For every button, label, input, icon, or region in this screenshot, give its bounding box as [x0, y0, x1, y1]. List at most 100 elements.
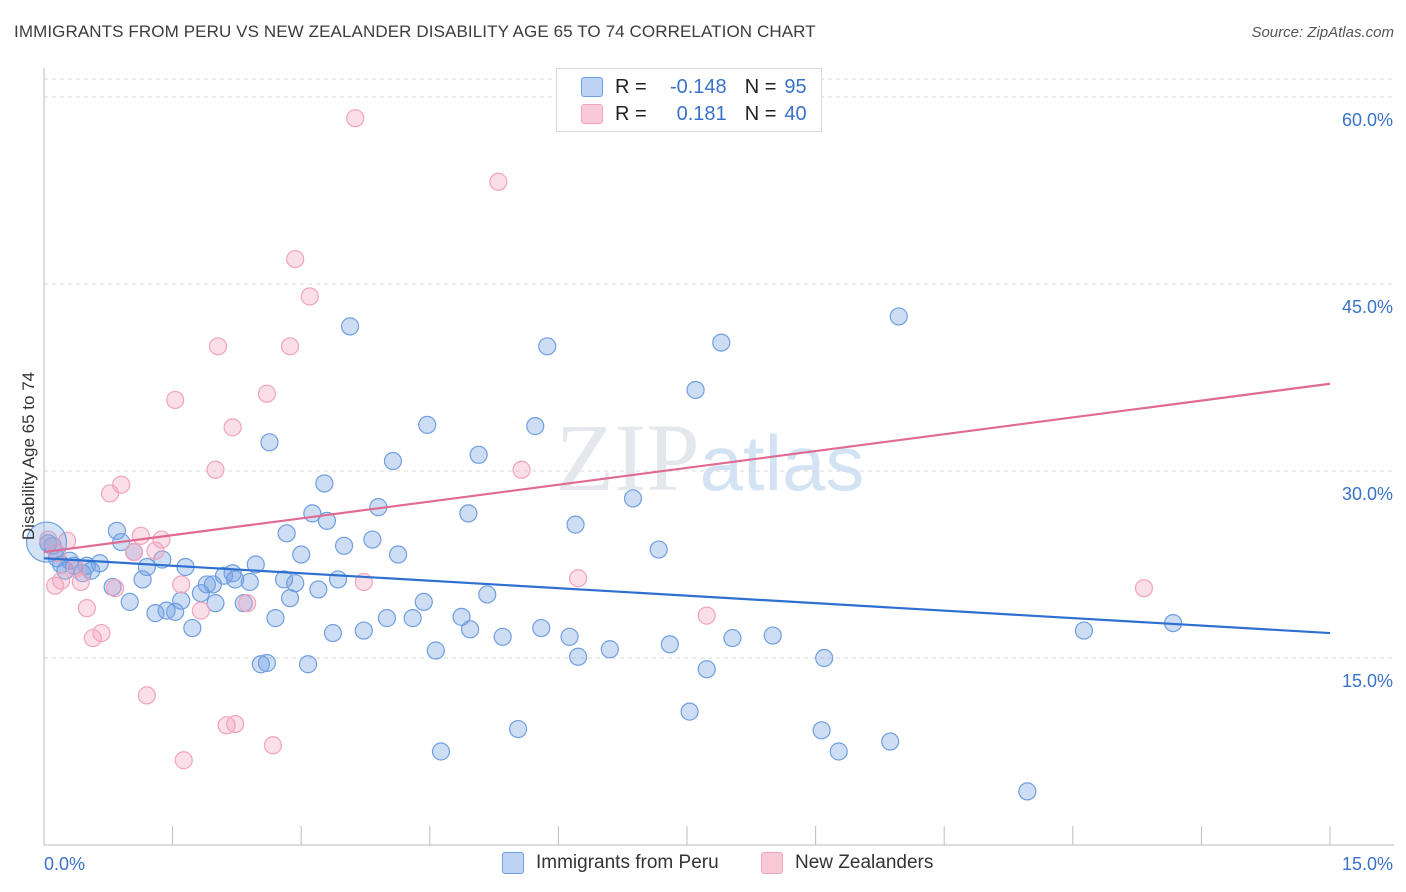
legend-item-peru[interactable]: Immigrants from Peru: [502, 852, 719, 874]
peru-point: [723, 628, 742, 648]
peru-point: [251, 655, 271, 674]
nz-point: [346, 109, 365, 128]
nz-point: [46, 576, 65, 595]
nz-point: [152, 530, 171, 549]
nz-point: [71, 572, 90, 592]
peru-point: [206, 594, 225, 613]
peru-point: [172, 591, 191, 610]
peru-point: [712, 333, 731, 352]
peru-point: [403, 609, 422, 628]
x-tick-label: 0.0%: [44, 854, 85, 874]
peru-point: [460, 620, 480, 639]
peru-point: [388, 545, 408, 564]
peru-point: [309, 580, 328, 599]
r-label: R =: [615, 75, 647, 98]
nz-point: [569, 569, 588, 588]
peru-point: [197, 575, 216, 594]
watermark: ZIPatlas: [556, 404, 865, 511]
legend-item-nz[interactable]: New Zealanders: [761, 852, 933, 874]
peru-point: [315, 474, 334, 493]
peru-point: [363, 530, 382, 549]
peru-point: [292, 545, 311, 564]
nz-point: [223, 418, 242, 437]
peru-point: [560, 627, 579, 646]
axes: [43, 68, 1394, 846]
peru-point: [623, 489, 643, 508]
peru-point: [246, 555, 265, 574]
peru-point: [426, 641, 445, 660]
nz-point: [137, 686, 156, 705]
nz-point: [77, 599, 96, 618]
peru-point: [509, 719, 528, 739]
peru-point: [340, 317, 360, 336]
r-label: R =: [615, 102, 647, 125]
peru-point: [493, 627, 512, 646]
peru-point: [383, 451, 403, 471]
stats-row-nz: R = 0.181 N = 40: [581, 101, 807, 127]
peru-point: [815, 648, 834, 668]
tick-labels: 15.0% 30.0% 45.0% 60.0% 0.0% 15.0%: [44, 110, 1393, 874]
peru-point: [538, 337, 557, 356]
nz-trend-line: [43, 382, 1331, 554]
peru-point: [889, 307, 908, 326]
nz-point: [172, 575, 191, 594]
nz-point: [131, 526, 150, 545]
peru-point: [414, 592, 433, 612]
peru-point: [274, 570, 294, 589]
peru-point: [120, 592, 139, 612]
trend-lines: [43, 382, 1331, 635]
peru-point: [532, 618, 551, 638]
nz-legend-label: New Zealanders: [795, 852, 934, 873]
peru-point: [266, 609, 285, 628]
peru-point: [286, 574, 305, 593]
peru-point: [137, 557, 156, 577]
peru-point: [569, 647, 588, 666]
chart-source: Source: ZipAtlas.com: [1251, 24, 1394, 41]
x-tick-label: 15.0%: [1342, 854, 1393, 874]
peru-point: [183, 618, 202, 638]
watermark-zip: ZIP: [556, 404, 700, 511]
nz-swatch: [581, 104, 603, 124]
n-value: 95: [784, 75, 807, 98]
peru-point: [829, 742, 848, 761]
nz-legend-swatch: [761, 852, 783, 874]
peru-point: [377, 609, 397, 628]
y-tick-label: 30.0%: [1342, 484, 1393, 504]
peru-point: [107, 521, 126, 540]
stats-legend: R = -0.148 N = 95 R = 0.181 N = 40: [556, 68, 822, 132]
y-tick-label: 60.0%: [1342, 110, 1393, 130]
peru-point: [478, 585, 497, 604]
peru-point: [649, 540, 668, 559]
peru-point: [166, 602, 185, 621]
n-value: 40: [784, 102, 807, 125]
peru-point: [452, 607, 471, 626]
peru-point: [90, 554, 109, 573]
peru-point: [1018, 782, 1037, 801]
peru-point: [469, 445, 488, 464]
peru-point: [812, 721, 831, 740]
nz-point: [257, 384, 277, 403]
peru-legend-swatch: [502, 852, 524, 874]
nz-point: [697, 606, 716, 625]
data-points: [25, 109, 1183, 801]
grid-lines: [44, 78, 1394, 659]
peru-point: [660, 635, 679, 654]
peru-point: [431, 742, 451, 761]
nz-point: [208, 337, 228, 356]
y-tick-label: 45.0%: [1342, 297, 1393, 317]
nz-point: [146, 541, 165, 560]
chart-title: IMMIGRANTS FROM PERU VS NEW ZEALANDER DI…: [14, 22, 816, 41]
n-label: N =: [744, 75, 777, 98]
nz-point: [39, 530, 58, 549]
nz-point: [300, 287, 319, 306]
nz-point: [92, 623, 111, 643]
r-value: 0.181: [676, 102, 727, 125]
peru-legend-label: Immigrants from Peru: [536, 852, 719, 873]
peru-point: [260, 433, 279, 452]
nz-point: [174, 751, 193, 770]
peru-point: [334, 536, 354, 555]
nz-point: [512, 460, 531, 479]
peru-point: [881, 732, 900, 751]
nz-point: [112, 475, 131, 494]
